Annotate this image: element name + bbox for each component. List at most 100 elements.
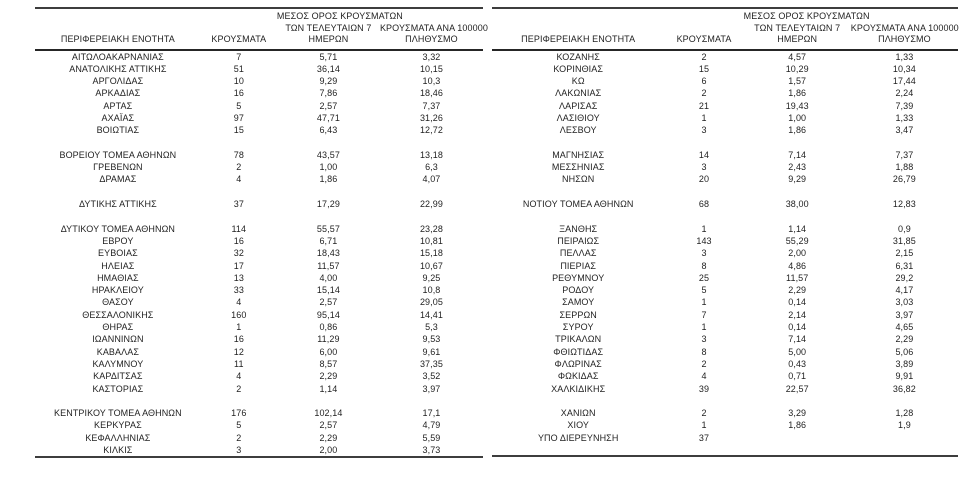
avg7-cell: 38,00 [785,199,809,210]
table-row: ΝΟΤΙΟΥ ΤΟΜΕΑ ΑΘΗΝΩΝ 68 38,00 12,83 [492,198,958,210]
avg7-cell: 2,00 [788,248,807,259]
per100k-cell: 31,85 [892,235,916,246]
avg7-cell: 9,29 [319,76,338,87]
avg7-column-header: ΜΕΣΟΣ ΟΡΟΣ ΚΡΟΥΣΜΑΤΩΝ ΤΩΝ ΤΕΛΕΥΤΑΙΩΝ 7 Η… [743,8,870,51]
cases-cell: 3 [701,248,707,259]
avg7-cell: 95,14 [316,309,340,320]
avg7-header-line1: ΜΕΣΟΣ ΟΡΟΣ ΚΡΟΥΣΜΑΤΩΝ [743,11,870,21]
cases-cell: 10 [233,76,244,87]
avg7-cell: 43,57 [316,149,340,160]
avg7-column-header: ΜΕΣΟΣ ΟΡΟΣ ΚΡΟΥΣΜΑΤΩΝ ΤΩΝ ΤΕΛΕΥΤΑΙΩΝ 7 Η… [276,8,403,51]
per100k-cell: 5,06 [895,346,914,357]
per100k-column-header: ΚΡΟΥΣΜΑΤΑ ΑΝΑ 100000 ΠΛΗΘΥΣΜΟ [850,8,959,51]
table-row: ΔΥΤΙΚΟΥ ΤΟΜΕΑ ΑΘΗΝΩΝ 114 55,57 23,28 [35,223,483,235]
per100k-cell: 9,91 [895,371,914,382]
cases-cell: 39 [698,383,710,394]
region-cell: ΦΛΩΡΙΝΑΣ [554,358,602,369]
per100k-cell: 36,82 [892,383,916,394]
region-cell: ΘΑΣΟΥ [102,297,134,308]
table-row [492,444,958,456]
per100k-cell: 3,52 [422,371,441,382]
table-row: ΚΙΛΚΙΣ 3 2,00 3,73 [35,444,483,457]
table-row: ΛΑΡΙΣΑΣ 21 19,43 7,39 [492,100,958,112]
table-row: ΣΕΡΡΩΝ 7 2,14 3,97 [492,309,958,321]
cases-cell: 1 [701,112,707,123]
per100k-cell: 10,3 [422,76,441,87]
per100k-cell: 22,99 [419,199,443,210]
region-cell: ΠΕΛΛΑΣ [559,248,597,259]
cases-cell: 16 [233,235,244,246]
cases-cell: 8 [701,346,707,357]
table-header-right: ΠΕΡΙΦΕΡΕΙΑΚΗ ΕΝΟΤΗΤΑ ΚΡΟΥΣΜΑΤΑ ΜΕΣΟΣ ΟΡΟ… [492,8,959,51]
per100k-cell: 10,67 [419,260,443,271]
region-cell: ΚΑΡΔΙΤΣΑΣ [93,371,143,382]
region-cell: ΚΑΒΑΛΑΣ [96,346,140,357]
per100k-cell: 3,89 [895,358,914,369]
per100k-cell: 3,97 [895,309,914,320]
per100k-cell: 5,3 [425,322,438,333]
region-cell [35,137,201,149]
cases-column-header: ΚΡΟΥΣΜΑΤΑ [664,8,744,51]
table-row [35,210,483,222]
avg7-cell: 0,71 [788,371,807,382]
table-row: ΚΟΖΑΝΗΣ 2 4,57 1,33 [492,50,958,63]
table-row [35,395,483,407]
table-row: ΛΕΣΒΟΥ 3 1,86 3,47 [492,124,958,136]
cases-cell: 78 [233,149,244,160]
region-cell: ΠΙΕΡΙΑΣ [560,260,597,271]
per100k-cell: 10,8 [422,285,441,296]
region-cell: ΗΡΑΚΛΕΙΟΥ [91,285,144,296]
cases-cell: 68 [698,199,710,210]
table-row: ΠΕΙΡΑΙΩΣ 143 55,29 31,85 [492,235,958,247]
avg7-cell: 4,57 [788,51,807,62]
cases-cell: 160 [231,309,247,320]
cases-cell: 2 [701,88,707,99]
avg7-cell: 0,86 [319,322,338,333]
avg7-cell: 3,29 [788,408,807,419]
table-row [35,137,483,149]
avg7-cell: 47,71 [316,112,340,123]
region-column-header: ΠΕΡΙΦΕΡΕΙΑΚΗ ΕΝΟΤΗΤΑ [35,8,201,51]
region-cell: ΣΕΡΡΩΝ [559,309,597,320]
region-cell [492,444,664,456]
per100k-cell: 37,35 [419,358,443,369]
avg7-cell: 1,86 [788,125,807,136]
per100k-cell: 12,72 [419,125,443,136]
per100k-cell: 1,33 [895,51,914,62]
cases-cell [664,444,743,456]
per100k-cell: 17,1 [422,408,441,419]
region-cell: ΧΑΛΚΙΔΙΚΗΣ [551,383,606,394]
table-row: ΤΡΙΚΑΛΩΝ 3 7,14 2,29 [492,333,958,345]
per100k-cell: 5,59 [422,432,441,443]
per100k-cell: 4,07 [422,174,441,185]
table-row: ΔΥΤΙΚΗΣ ΑΤΤΙΚΗΣ 37 17,29 22,99 [35,198,483,210]
cases-cell: 2 [701,358,707,369]
region-cell: ΦΘΙΩΤΙΔΑΣ [553,346,604,357]
per100k-cell: 12,83 [892,199,916,210]
avg7-cell: 6,71 [319,235,338,246]
cases-cell: 25 [698,272,710,283]
avg7-cell: 4,00 [319,272,338,283]
per100k-cell: 2,24 [895,88,914,99]
per100k-cell: 2,15 [895,248,914,259]
per100k-cell: 1,88 [895,162,914,173]
cases-cell: 3 [701,334,707,345]
avg7-cell: 22,57 [785,383,809,394]
region-cell: ΑΡΚΑΔΙΑΣ [95,88,141,99]
avg7-cell: 11,29 [317,334,340,345]
table-row: ΠΕΛΛΑΣ 3 2,00 2,15 [492,247,958,259]
cases-cell: 176 [231,408,247,419]
cases-cell: 1 [701,322,707,333]
cases-cell: 21 [698,100,710,111]
table-row: ΛΑΣΙΘΙΟΥ 1 1,00 1,33 [492,112,958,124]
per100k-cell: 3,32 [422,51,441,62]
table-row: ΗΜΑΘΙΑΣ 13 4,00 9,25 [35,272,483,284]
avg7-cell [277,395,380,407]
avg7-cell: 17,29 [316,199,340,210]
per100k-cell [380,395,483,407]
avg7-cell: 0,14 [788,322,807,333]
avg7-cell [744,210,851,222]
cases-cell: 4 [236,371,242,382]
cases-cell: 3 [701,162,707,173]
per100k-cell: 6,3 [425,162,438,173]
